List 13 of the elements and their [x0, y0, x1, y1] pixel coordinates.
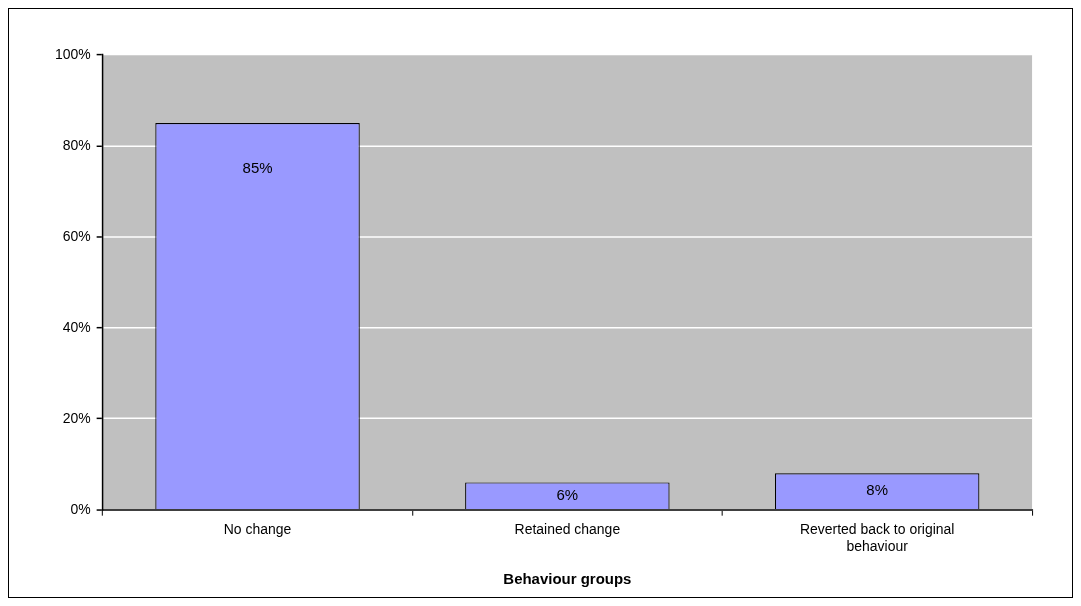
data-label: 85% — [242, 159, 273, 177]
x-tick-label: Retained change — [514, 520, 621, 537]
y-tick-label: 100% — [54, 45, 91, 62]
y-tick-label: 20% — [62, 409, 91, 426]
y-tick-label: 0% — [70, 500, 91, 517]
x-tick-label: Reverted back to original behaviour — [799, 520, 955, 554]
data-label: 8% — [866, 481, 888, 499]
y-tick-label: 80% — [62, 136, 91, 153]
x-tick-label: No change — [223, 520, 292, 537]
data-label: 6% — [556, 485, 579, 503]
y-tick-label: 40% — [62, 318, 91, 335]
y-tick-label: 60% — [62, 227, 91, 244]
x-axis-title: Behaviour groups — [503, 570, 632, 588]
